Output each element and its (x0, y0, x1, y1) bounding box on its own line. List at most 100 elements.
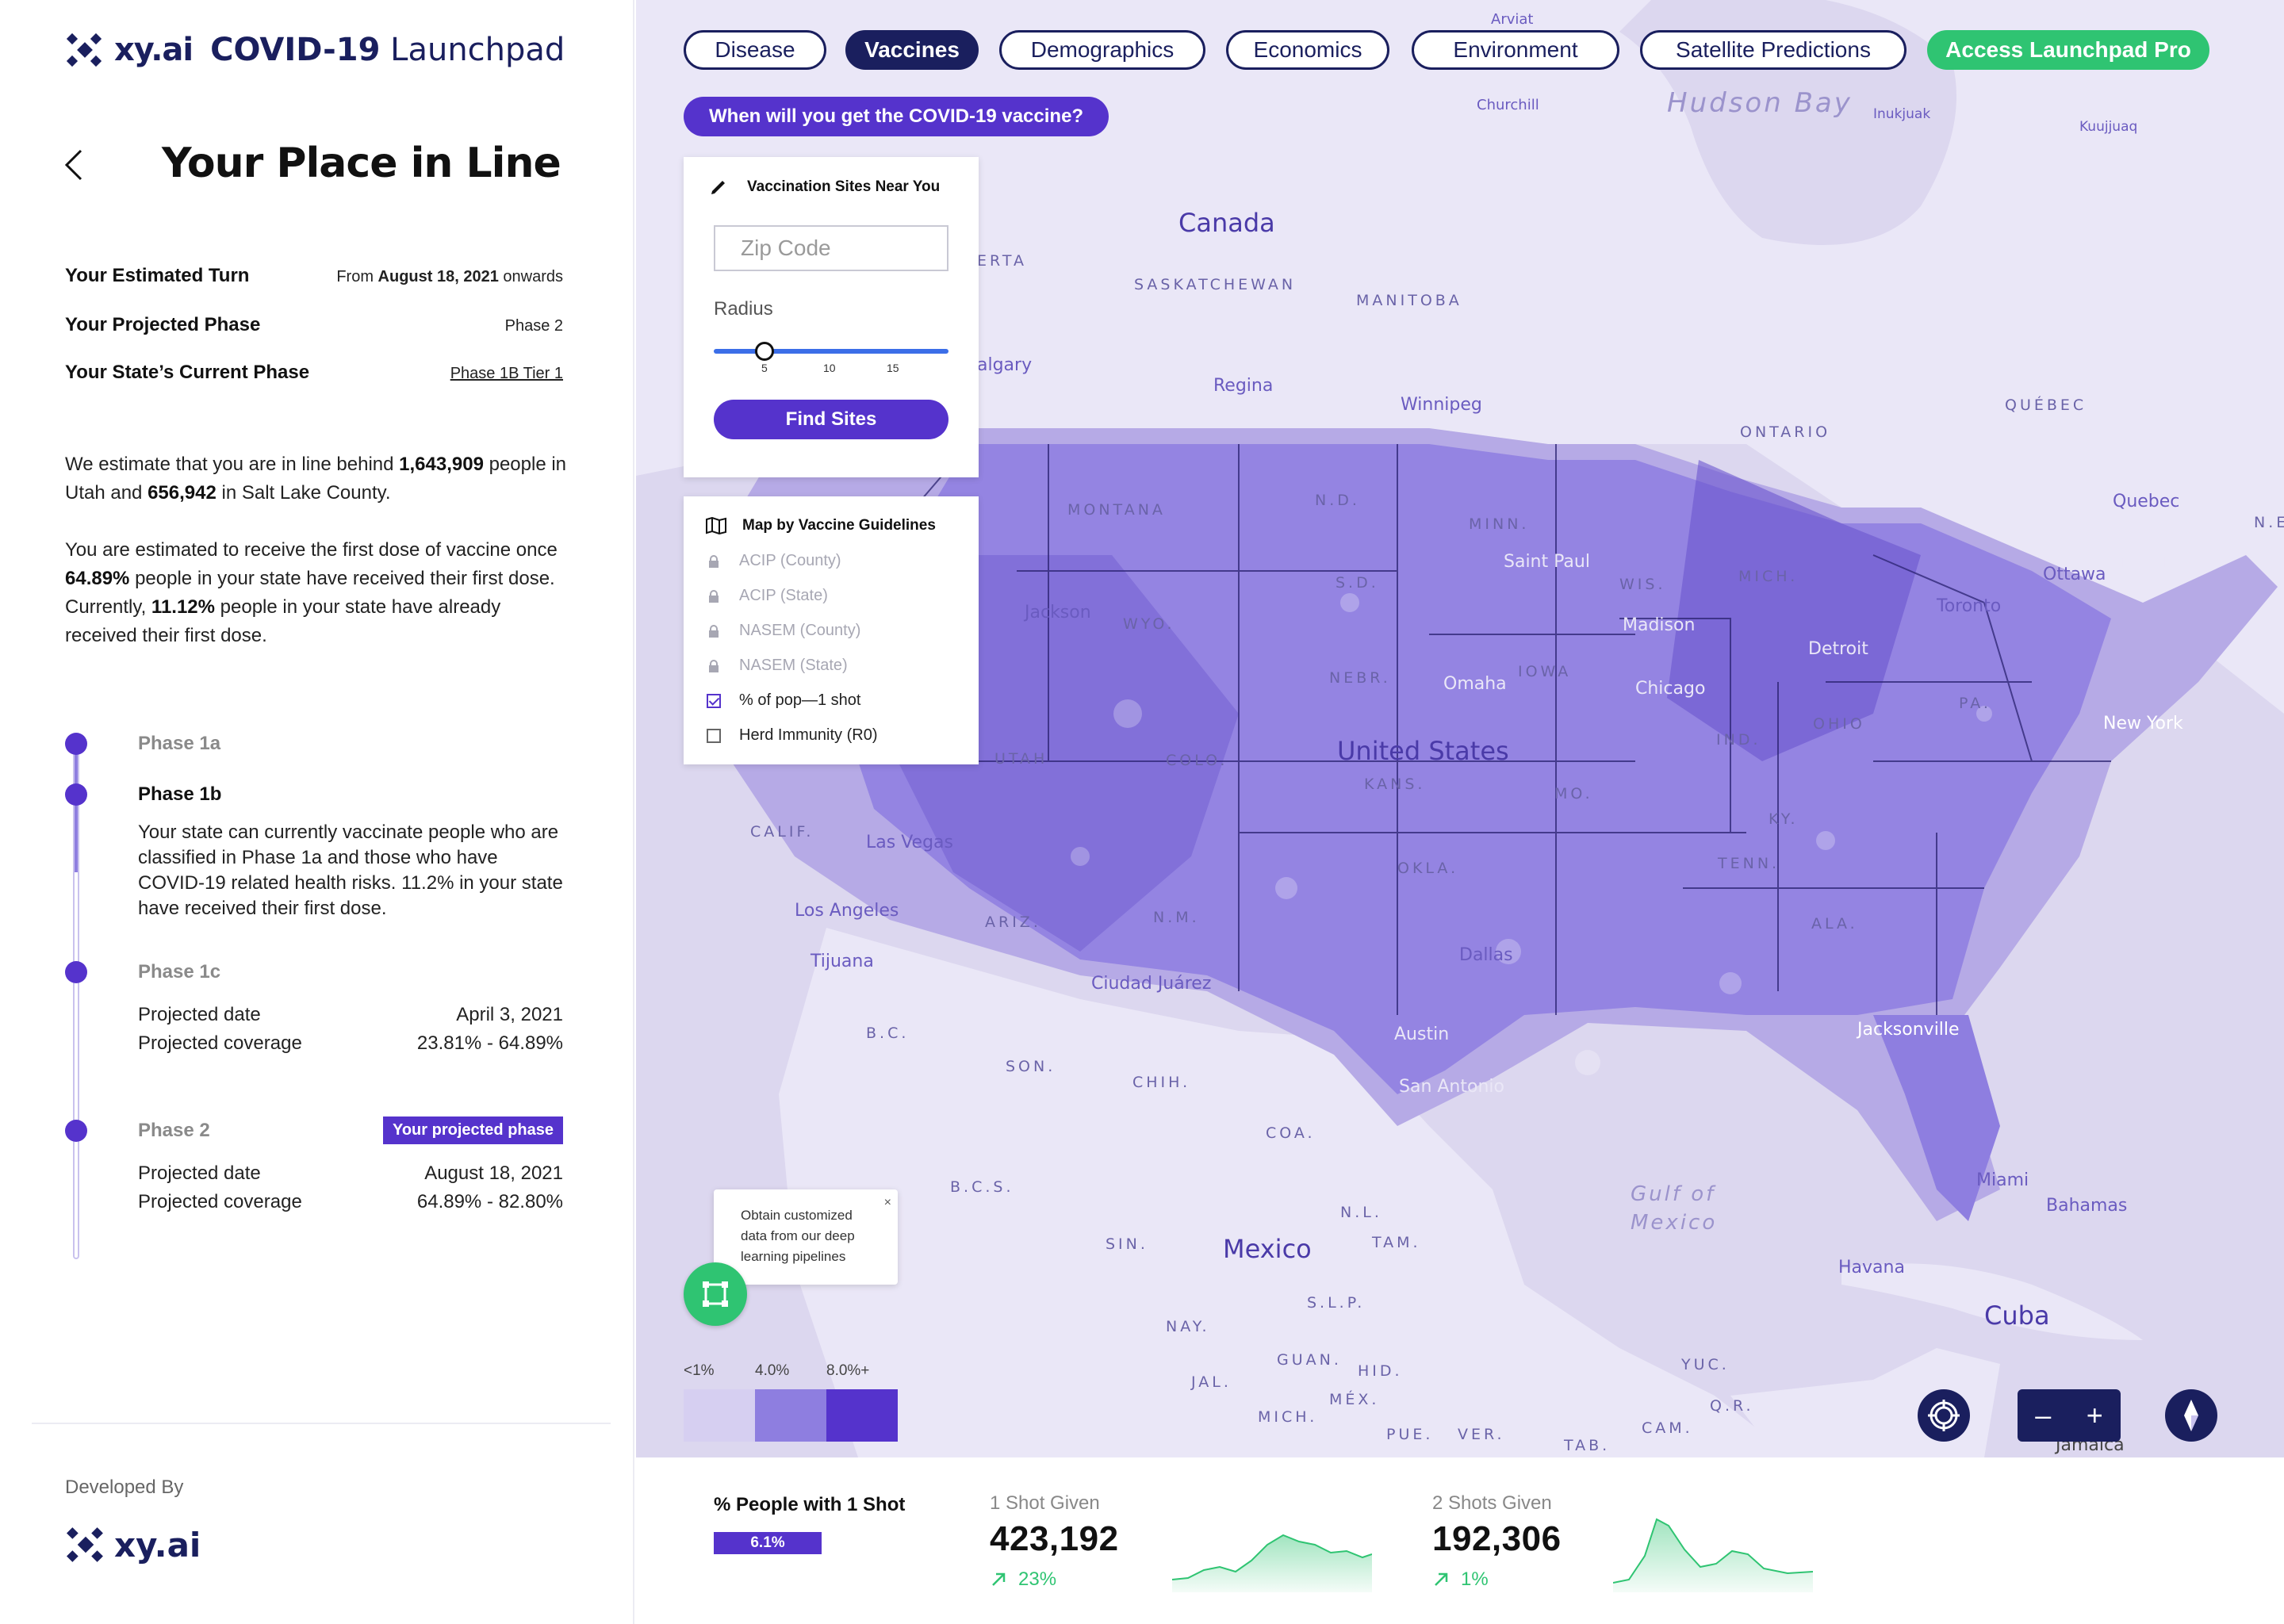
brand-header[interactable]: xy.ai COVID-19 Launchpad (65, 29, 565, 71)
map-label-mexico: Mexico (1223, 1234, 1312, 1264)
guideline-acip-state[interactable]: ACIP (State) (706, 587, 828, 605)
radius-tick-5: 5 (761, 362, 768, 374)
projected-phase-row: Your Projected Phase Phase 2 (65, 314, 563, 336)
vaccine-guidelines-card: Map by Vaccine Guidelines ACIP (County) … (684, 496, 979, 764)
zoom-control[interactable]: – + (2018, 1389, 2121, 1442)
guideline-nasem-state[interactable]: NASEM (State) (706, 657, 848, 675)
map-label-pue: PUE. (1386, 1426, 1434, 1443)
two-shots-sparkline (1613, 1518, 1813, 1592)
radius-slider-thumb[interactable] (755, 342, 774, 361)
map-label-jackson: Jackson (1025, 603, 1091, 622)
page-title: Your Place in Line (162, 140, 561, 187)
pen-icon (711, 181, 725, 194)
compass-icon (2184, 1400, 2198, 1431)
map-label-saskatchewan: SASKATCHEWAN (1134, 276, 1297, 293)
map-label-omaha: Omaha (1443, 674, 1507, 694)
tab-disease[interactable]: Disease (684, 30, 826, 70)
projected-phase-badge: Your projected phase (382, 1116, 563, 1144)
legend-swatch-high (826, 1389, 898, 1442)
guideline-herd-immunity[interactable]: Herd Immunity (R0) (706, 726, 877, 745)
access-launchpad-pro-button[interactable]: Access Launchpad Pro (1927, 30, 2209, 70)
zoom-in-button[interactable]: + (2086, 1399, 2103, 1431)
map-icon (706, 517, 726, 534)
map-label-united-states: United States (1337, 736, 1509, 766)
estimated-turn-value: From August 18, 2021 onwards (336, 268, 563, 285)
timeline-dot-phase1c (65, 961, 87, 983)
map-label-sin: SIN. (1106, 1235, 1148, 1253)
radius-tick-15: 15 (887, 362, 899, 374)
estimate-paragraph-1: We estimate that you are in line behind … (65, 454, 567, 504)
map-label-regina: Regina (1213, 376, 1274, 396)
state-phase-label: Your State’s Current Phase (65, 362, 310, 383)
map-label-mich-mx: MICH. (1258, 1408, 1318, 1426)
map-label-coa: COA. (1266, 1124, 1316, 1142)
compass-button[interactable] (2165, 1389, 2217, 1442)
vaccine-guidelines-header: Map by Vaccine Guidelines (706, 517, 936, 534)
guideline-acip-county[interactable]: ACIP (County) (706, 552, 841, 570)
one-shot-label: 1 Shot Given (990, 1492, 1100, 1514)
map-label-kans: KANS. (1364, 776, 1426, 793)
phase-1b: Phase 1b Your state can currently vaccin… (138, 783, 563, 921)
map-label-ohio: OHIO (1813, 715, 1865, 733)
map-label-nebr: NEBR. (1329, 669, 1391, 687)
map-label-mex: MÉX. (1329, 1391, 1380, 1408)
map-label-cam: CAM. (1642, 1419, 1693, 1437)
tab-environment[interactable]: Environment (1412, 30, 1619, 70)
locate-button[interactable] (1918, 1389, 1970, 1442)
checkbox-unchecked[interactable] (707, 728, 721, 743)
lock-icon (709, 659, 719, 672)
arrow-up-right-icon (1435, 1572, 1448, 1586)
map-label-bcs: B.C.S. (950, 1178, 1014, 1196)
timeline-dot-phase1a (65, 733, 87, 755)
app-title: COVID-19 Launchpad (210, 32, 565, 68)
tab-economics[interactable]: Economics (1226, 30, 1389, 70)
checkbox-checked[interactable] (707, 693, 721, 708)
guideline-nasem-county[interactable]: NASEM (County) (706, 622, 860, 640)
lock-icon (709, 554, 719, 568)
map-label-qr: Q.R. (1710, 1397, 1754, 1415)
map-label-guan: GUAN. (1277, 1351, 1342, 1369)
one-shot-sparkline (1172, 1534, 1372, 1592)
radius-slider-track[interactable] (714, 349, 948, 354)
phase-1a-title: Phase 1a (138, 733, 221, 754)
map-label-hid: HID. (1358, 1362, 1403, 1380)
map-label-gulf-of-mexico: Gulf of Mexico (1631, 1182, 1718, 1235)
guideline-pct-one-shot[interactable]: % of pop—1 shot (706, 691, 860, 710)
tab-vaccines[interactable]: Vaccines (845, 30, 979, 70)
vaccine-question-pill[interactable]: When will you get the COVID-19 vaccine? (684, 97, 1109, 136)
map-label-colo: COLO. (1166, 752, 1228, 769)
map-label-austin: Austin (1394, 1025, 1450, 1044)
zip-code-input[interactable] (714, 225, 948, 271)
pct-one-shot-value: 6.1% (714, 1532, 822, 1554)
map-label-okla: OKLA. (1397, 860, 1459, 877)
tab-satellite-predictions[interactable]: Satellite Predictions (1640, 30, 1907, 70)
map-label-ala: ALA. (1811, 915, 1858, 933)
legend-label-low: <1% (684, 1362, 715, 1379)
zoom-out-button[interactable]: – (2035, 1399, 2052, 1431)
pct-one-shot-title: % People with 1 Shot (714, 1494, 906, 1515)
xy-logo-icon (66, 33, 102, 67)
developer-logo[interactable]: xy.ai (65, 1524, 201, 1565)
map-label-quebec-province: QUÉBEC (2005, 396, 2087, 414)
lock-icon (709, 589, 719, 603)
map-label-slp: S.L.P. (1307, 1294, 1366, 1312)
tab-demographics[interactable]: Demographics (999, 30, 1205, 70)
legend-label-high: 8.0%+ (826, 1362, 870, 1379)
developer-logo-text: xy.ai (114, 1525, 201, 1565)
map-label-san-antonio: San Antonio (1399, 1077, 1504, 1097)
tooltip-close-icon[interactable]: × (883, 1196, 891, 1209)
phase-2: Phase 2 Your projected phase Projected d… (138, 1116, 563, 1216)
state-phase-link[interactable]: Phase 1B Tier 1 (450, 365, 563, 382)
map-label-bc: B.C. (866, 1025, 910, 1042)
back-arrow-icon[interactable] (60, 147, 89, 182)
map-label-ind: IND. (1716, 731, 1761, 749)
left-panel: xy.ai COVID-19 Launchpad Your Place in L… (0, 0, 634, 1624)
map-label-jal: JAL. (1191, 1373, 1232, 1391)
phase-1b-title: Phase 1b (138, 783, 222, 805)
find-sites-button[interactable]: Find Sites (714, 400, 948, 439)
map-label-calgary: algary (977, 355, 1033, 375)
map-label-quebec: Quebec (2113, 492, 2180, 511)
map-label-toronto: Toronto (1937, 596, 2002, 616)
selection-tool-button[interactable] (684, 1262, 747, 1326)
map-label-minn: MINN. (1469, 515, 1530, 533)
